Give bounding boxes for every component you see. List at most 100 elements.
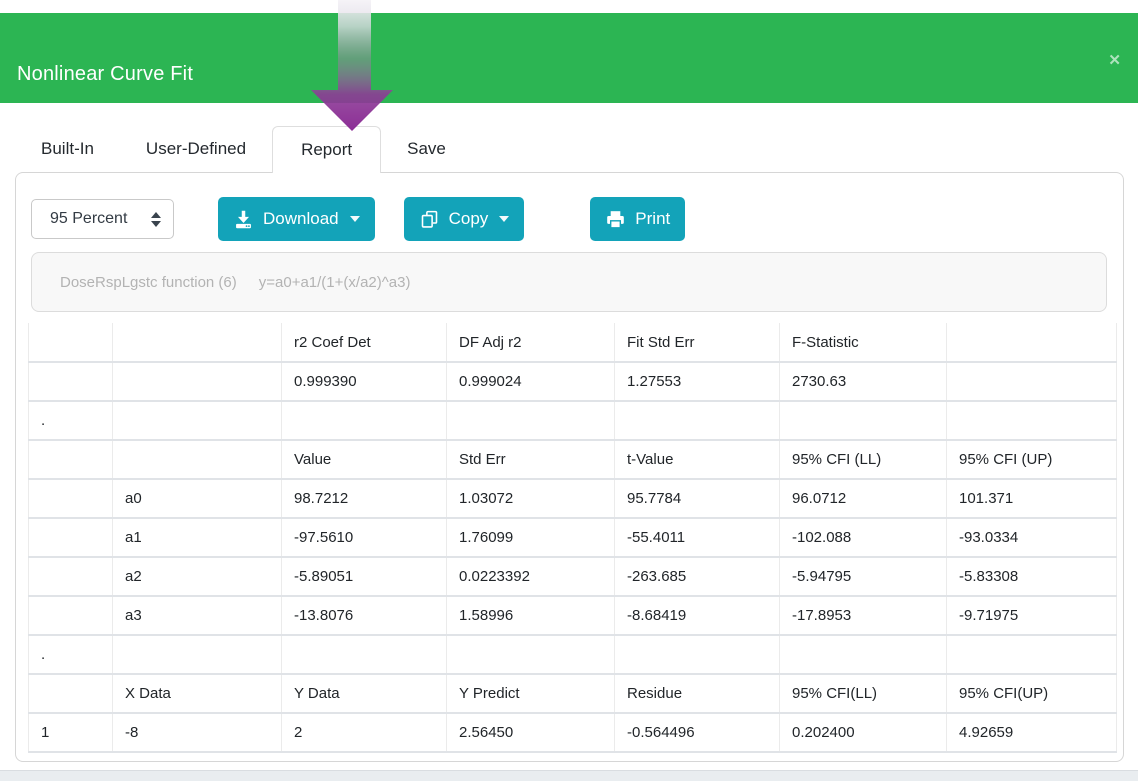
table-cell: a1 [112,518,282,558]
table-cell: t-Value [614,440,780,480]
table-cell: Residue [614,674,780,714]
copy-button[interactable]: Copy [403,197,525,241]
tab-save[interactable]: Save [381,126,472,172]
table-cell: 1.27553 [614,362,780,402]
table-cell: F-Statistic [779,323,947,363]
table-cell [779,401,947,441]
table-cell: 1.76099 [446,518,615,558]
table-cell [614,401,780,441]
toolbar: 95 Percent Download [31,197,686,241]
function-formula: y=a0+a1/(1+(x/a2)^a3) [258,273,411,291]
interval-select[interactable]: 95 Percent [31,199,174,239]
table-cell: 95.7784 [614,479,780,519]
table-cell: a2 [112,557,282,597]
table-row: a2 -5.89051 0.0223392 -263.685 -5.94795 -5.83… [28,557,1117,597]
caret-down-icon [499,216,510,222]
table-row: a3 -13.8076 1.58996 -8.68419 -17.8953 -9.7197… [28,596,1117,636]
table-cell: 0.202400 [779,713,947,753]
table-cell [614,635,780,675]
print-label: Print [635,209,671,228]
table-cell: -263.685 [614,557,780,597]
table-cell: 0.999390 [281,362,447,402]
tab-built-in[interactable]: Built-In [15,126,120,172]
table-row: Value Std Err t-Value 95% CFI (LL) 95% CFI (… [28,440,1117,480]
modal-header: Nonlinear Curve Fit ✕ [0,13,1138,103]
table-cell: r2 Coef Det [281,323,447,363]
table-row: a1 -97.5610 1.76099 -55.4011 -102.088 -93.033… [28,518,1117,558]
interval-select-value: 95 Percent [50,210,128,227]
report-panel: 95 Percent Download [15,172,1124,762]
table-cell [112,635,282,675]
table-cell: -5.94795 [779,557,947,597]
table-cell: Y Data [281,674,447,714]
table-cell: -17.8953 [779,596,947,636]
table-cell: -5.89051 [281,557,447,597]
table-cell: 101.371 [946,479,1117,519]
table-cell [28,518,113,558]
table-cell [112,440,282,480]
table-cell [28,440,113,480]
table-cell: -97.5610 [281,518,447,558]
table-row: 1 -8 2 2.56450 -0.564496 0.202400 4.92659 [28,713,1117,753]
table-cell: 1 [28,713,113,753]
table-cell: 95% CFI(UP) [946,674,1117,714]
table-cell [28,479,113,519]
table-cell: 1.58996 [446,596,615,636]
table-cell: Fit Std Err [614,323,780,363]
table-cell [28,674,113,714]
table-cell: 4.92659 [946,713,1117,753]
table-cell [946,362,1117,402]
table-cell: -8.68419 [614,596,780,636]
table-cell [28,323,113,363]
caret-down-icon [349,216,360,222]
download-button[interactable]: Download [218,197,375,241]
table-cell: -13.8076 [281,596,447,636]
table-row: 0.999390 0.999024 1.27553 2730.63 [28,362,1117,402]
table-cell: Y Predict [446,674,615,714]
copy-icon [419,209,440,230]
table-cell: X Data [112,674,282,714]
table-cell: DF Adj r2 [446,323,615,363]
tab-report[interactable]: Report [272,126,382,173]
table-row: . [28,635,1117,675]
report-table-body: r2 Coef Det DF Adj r2 Fit Std Err F-Statist… [28,323,1117,753]
tab-user-defined[interactable]: User-Defined [120,126,272,172]
table-cell [28,362,113,402]
table-cell: . [28,635,113,675]
copy-label: Copy [448,209,489,228]
table-cell [28,557,113,597]
download-label: Download [263,209,339,228]
table-cell: 96.0712 [779,479,947,519]
close-button[interactable]: ✕ [1106,49,1123,71]
table-cell [946,323,1117,363]
table-cell: -93.0334 [946,518,1117,558]
table-cell: 95% CFI (UP) [946,440,1117,480]
table-cell: 95% CFI(LL) [779,674,947,714]
report-table: r2 Coef Det DF Adj r2 Fit Std Err F-Statist… [28,323,1117,753]
table-cell [281,635,447,675]
table-cell [946,401,1117,441]
function-summary: DoseRspLgstc function (6) y=a0+a1/(1+(x/… [31,252,1107,312]
print-button[interactable]: Print [590,197,686,241]
updown-icon [151,211,161,227]
table-row: . [28,401,1117,441]
table-cell [28,596,113,636]
table-cell: 0.999024 [446,362,615,402]
bottom-divider [0,770,1138,781]
table-cell: Std Err [446,440,615,480]
table-cell: . [28,401,113,441]
table-cell: a0 [112,479,282,519]
tab-bar: Built-In User-Defined Report Save [15,126,472,173]
table-cell: -0.564496 [614,713,780,753]
table-cell [112,401,282,441]
table-cell [446,635,615,675]
close-icon: ✕ [1108,52,1121,69]
table-cell: Value [281,440,447,480]
function-name: DoseRspLgstc function (6) [60,273,237,291]
table-cell: -102.088 [779,518,947,558]
table-row: X Data Y Data Y Predict Residue 95% CFI(LL) 9… [28,674,1117,714]
print-icon [605,209,626,230]
download-icon [233,209,254,230]
table-cell [946,635,1117,675]
